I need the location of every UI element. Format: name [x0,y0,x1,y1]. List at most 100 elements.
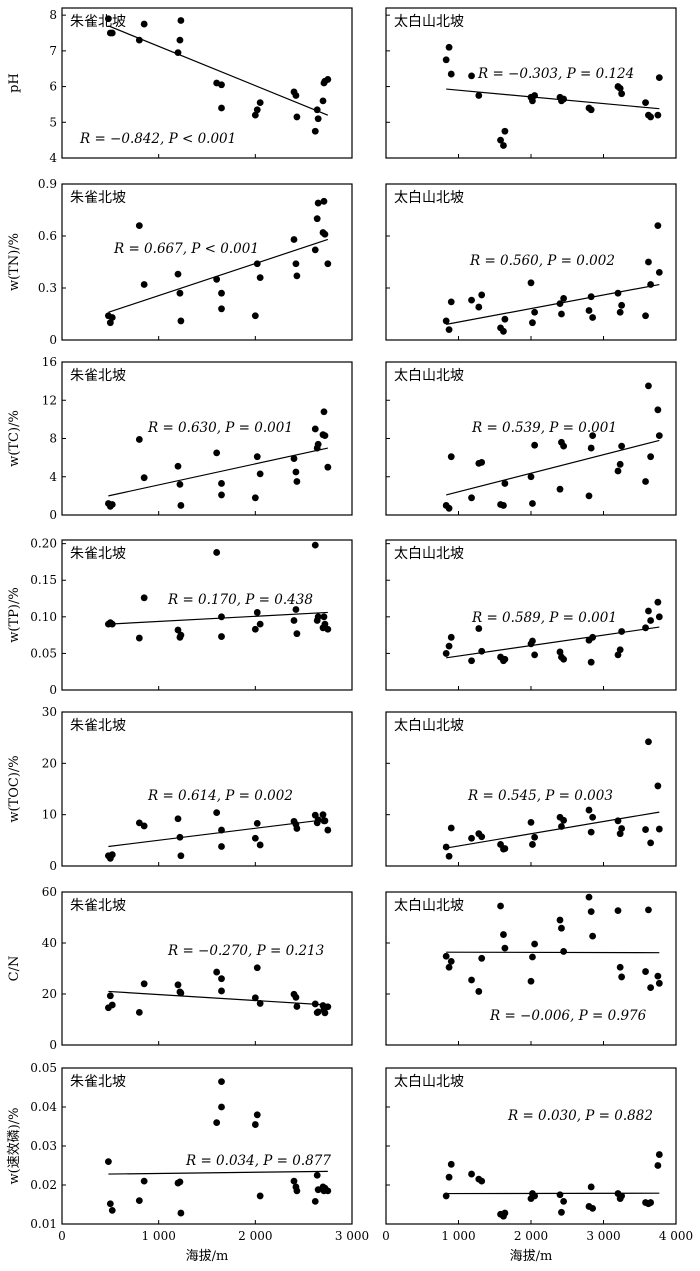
data-point [218,975,225,983]
data-point [293,272,301,280]
data-point [321,230,329,238]
data-point [585,806,593,814]
panel-1-taibai: 太白山北坡 [385,7,677,159]
data-point [587,1183,595,1191]
data-point [106,992,114,1000]
data-point [589,1205,597,1212]
data-point [654,111,662,119]
data-point [529,953,536,961]
data-point [531,833,539,841]
data-point [558,924,565,932]
data-point [501,944,509,952]
data-point [218,633,225,640]
data-point [527,818,535,826]
data-point [251,1121,259,1128]
data-point [135,436,143,443]
data-point [253,1111,261,1119]
data-point [176,289,184,297]
data-point [445,963,453,971]
data-point [256,620,264,628]
data-point [311,1000,319,1008]
y-tick-label: 0.20 [30,537,57,551]
data-point [642,826,649,833]
data-point [218,1078,225,1086]
regression-line [446,811,660,849]
data-point [527,977,535,985]
panel-title: 太白山北坡 [394,14,464,30]
data-point [106,319,114,327]
data-point [445,504,453,512]
data-point [321,817,329,825]
data-point [647,984,655,992]
data-point [478,291,486,299]
data-point [614,907,622,915]
regression-line [446,439,660,496]
data-point [501,127,509,135]
data-point [256,274,264,281]
data-point [293,113,301,121]
data-point [251,111,259,119]
x-tick-label: 3 000 [586,1229,620,1243]
data-point [501,480,509,487]
panel-title: 太白山北坡 [394,546,464,562]
x-tick-label: 0 [58,1229,66,1243]
data-point [218,613,225,621]
data-point [556,485,564,493]
y-tick-label: 6 [49,80,57,94]
data-point [647,281,655,288]
data-point [654,406,662,414]
data-point [320,197,328,205]
panel-5-zhuque: 朱雀北坡 0 10 20 30 w(TOC)/% [7,705,390,873]
y-tick-label: 5 [49,115,57,129]
panel-2-zhuque: 朱雀北坡 0 0.3 0.6 0.9 w(TN)/% [7,177,390,347]
data-point [218,289,225,297]
data-point [468,1170,475,1178]
correlation-annotation: R = −0.303, P = 0.124 [477,66,634,82]
data-point [218,843,225,850]
y-tick-label: 8 [49,432,57,446]
data-point [135,36,143,44]
x-tick-label: 3 000 [335,1229,369,1243]
y-tick-label: 0.01 [30,1217,57,1231]
data-point [587,106,595,114]
data-point [655,432,663,440]
data-point [654,598,662,606]
x-tick-label: 2 000 [514,1229,548,1243]
data-point [655,1151,663,1158]
data-point [531,651,539,659]
data-point [314,440,322,448]
data-point [321,620,329,628]
data-point [218,305,225,313]
data-point [213,809,221,817]
regression-line [108,611,328,625]
data-point [218,480,225,487]
y-tick-label: 0 [49,333,57,347]
y-tick-label: 0.03 [30,1139,57,1153]
data-point [531,441,539,449]
data-point [213,449,221,457]
data-point [468,657,475,665]
data-point [135,1197,143,1204]
data-point [213,968,221,976]
correlation-annotation: R = 0.560, P = 0.002 [469,253,615,269]
panel-title: 太白山北坡 [394,190,464,206]
x-tick-label: 2 000 [238,1229,272,1243]
data-point [478,1177,486,1185]
plot-frame [385,361,677,516]
data-point [618,1192,626,1200]
x-axis-label: 海拔/m [510,1249,553,1264]
y-tick-label: 4 [49,470,57,484]
data-point [478,954,486,962]
panel-4-zhuque: 朱雀北坡 0 0.05 0.10 0.15 0.20 w(TP)/% [7,537,390,697]
y-tick-label: 0.15 [30,573,57,587]
data-point [256,1192,264,1200]
correlation-annotation: R = −0.006, P = 0.976 [489,1008,647,1024]
data-point [445,852,453,860]
data-point [324,1187,332,1195]
data-point [251,834,259,842]
data-point [560,655,568,663]
y-tick-label: 4 [49,151,57,165]
data-point [654,972,662,980]
data-point [321,1009,329,1017]
